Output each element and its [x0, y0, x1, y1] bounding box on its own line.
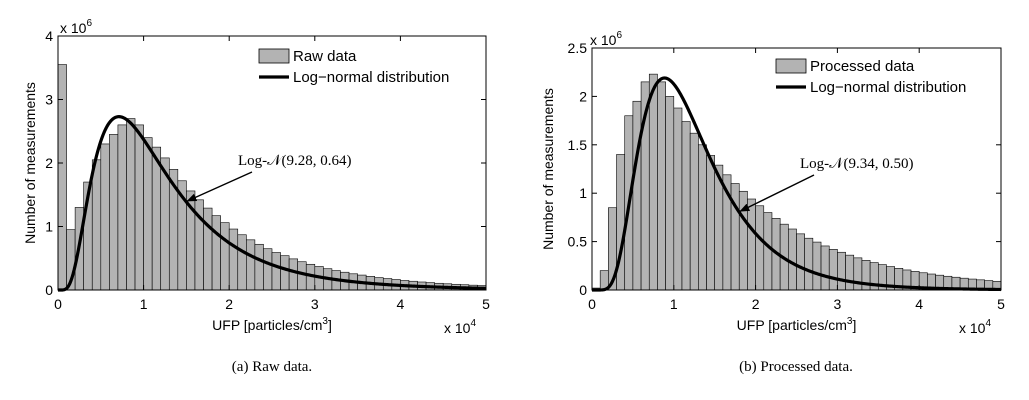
x-tick-label: 0 [588, 296, 596, 312]
histogram-bar [796, 233, 805, 291]
histogram-bar [828, 249, 838, 291]
histogram-bar [57, 64, 67, 291]
x-tick-label: 2 [752, 296, 760, 312]
histogram-bar [297, 261, 307, 291]
histogram-bar [755, 205, 765, 291]
legend-box [254, 43, 482, 91]
histogram-bar [237, 234, 247, 291]
y-tick-label: 0 [579, 282, 587, 298]
x-tick-label: 5 [482, 296, 490, 312]
legend-label: Log−normal distribution [293, 69, 449, 86]
y-axis-label: Number of measurements [540, 88, 556, 250]
x-tick-label: 3 [834, 296, 842, 312]
legend-label: Processed data [810, 58, 915, 75]
histogram-bar [280, 255, 290, 291]
y-multiplier: x 106 [590, 30, 622, 48]
annotation-arrow [186, 171, 253, 202]
lognormal-curve [591, 76, 1002, 292]
y-tick-label: 1.5 [568, 137, 588, 153]
subfigure-caption: (b) Processed data. [739, 359, 853, 375]
histogram-bar [211, 215, 221, 291]
histogram-bar [788, 228, 797, 291]
y-tick-label: 1 [579, 185, 587, 201]
y-tick-label: 1 [45, 219, 53, 235]
histogram-bar [804, 237, 814, 291]
x-axis-label: UFP [particles/cm3] [737, 316, 857, 333]
histogram-bar [271, 252, 281, 291]
y-tick-label: 2.5 [568, 40, 588, 56]
y-tick-label: 3 [45, 92, 53, 108]
annotation-label: Log-𝒩(9.34, 0.50) [800, 156, 914, 172]
x-tick-label: 5 [997, 296, 1005, 312]
histogram-bar [91, 159, 102, 291]
y-tick-label: 2 [45, 155, 53, 171]
histogram-bar [681, 121, 691, 291]
legend-label: Raw data [293, 48, 357, 65]
x-tick-label: 3 [311, 296, 319, 312]
x-tick-label: 0 [54, 296, 62, 312]
y-axis-label: Number of measurements [22, 82, 38, 244]
histogram-bar [665, 96, 675, 291]
histogram-bar [134, 124, 144, 291]
legend-swatch-histogram [258, 48, 290, 64]
histogram-bar [126, 118, 136, 291]
legend-label: Log−normal distribution [810, 79, 966, 96]
histogram-bar [853, 257, 863, 291]
x-tick-label: 1 [670, 296, 678, 312]
chart-panel-b: 0 1 2 3 4 5 0 0.5 1 1.5 2 2.5 x 106 x 104 UFP [particl… [540, 30, 1005, 375]
histogram-bar [763, 212, 773, 291]
x-tick-label: 4 [915, 296, 923, 312]
annotation-arrow [739, 174, 815, 212]
x-tick-label: 2 [225, 296, 233, 312]
x-multiplier: x 104 [959, 318, 991, 336]
histogram-bar [657, 81, 666, 291]
histogram-bar [837, 251, 846, 291]
histogram-bar [220, 222, 230, 291]
histogram-bar [100, 143, 110, 291]
legend-box [771, 53, 1001, 101]
histogram-bar [117, 124, 127, 291]
histogram-bar [109, 134, 119, 291]
y-tick-label: 4 [45, 28, 53, 44]
histogram-bar [738, 190, 748, 291]
histogram-bar [820, 245, 830, 291]
y-multiplier: x 106 [60, 18, 92, 36]
legend-swatch-histogram [775, 58, 807, 74]
histogram-bar [673, 107, 683, 291]
histogram-bar [845, 254, 855, 291]
histogram-bar [812, 241, 822, 291]
lognormal-curve [57, 115, 487, 292]
histogram-bar [151, 146, 162, 291]
histogram-bar [254, 243, 264, 291]
histogram-bar [698, 144, 707, 291]
y-tick-label: 0.5 [568, 234, 588, 250]
histogram-bar [228, 228, 239, 291]
x-tick-label: 1 [140, 296, 148, 312]
y-tick-label: 2 [579, 88, 587, 104]
x-axis-label: UFP [particles/cm3] [212, 316, 332, 333]
subfigure-caption: (a) Raw data. [232, 359, 312, 375]
histogram-bar [747, 198, 756, 291]
chart-panel-a: 0 1 2 3 4 5 0 1 2 3 4 x 106 x 104 UFP [particles/cm3]… [22, 18, 490, 375]
histogram-bar [288, 258, 298, 291]
histogram-bar [706, 155, 716, 291]
histogram-bar [689, 132, 699, 291]
histogram-bar [263, 248, 273, 291]
histogram-bar [632, 100, 642, 291]
histogram-bar [143, 137, 153, 291]
y-tick-label: 0 [45, 282, 53, 298]
annotation-label: Log-𝒩(9.28, 0.64) [238, 153, 352, 169]
histogram-bar [246, 239, 256, 291]
axes-frame [591, 47, 1002, 291]
x-multiplier: x 104 [444, 318, 476, 336]
x-tick-label: 4 [397, 296, 405, 312]
histogram-bar [648, 73, 658, 291]
